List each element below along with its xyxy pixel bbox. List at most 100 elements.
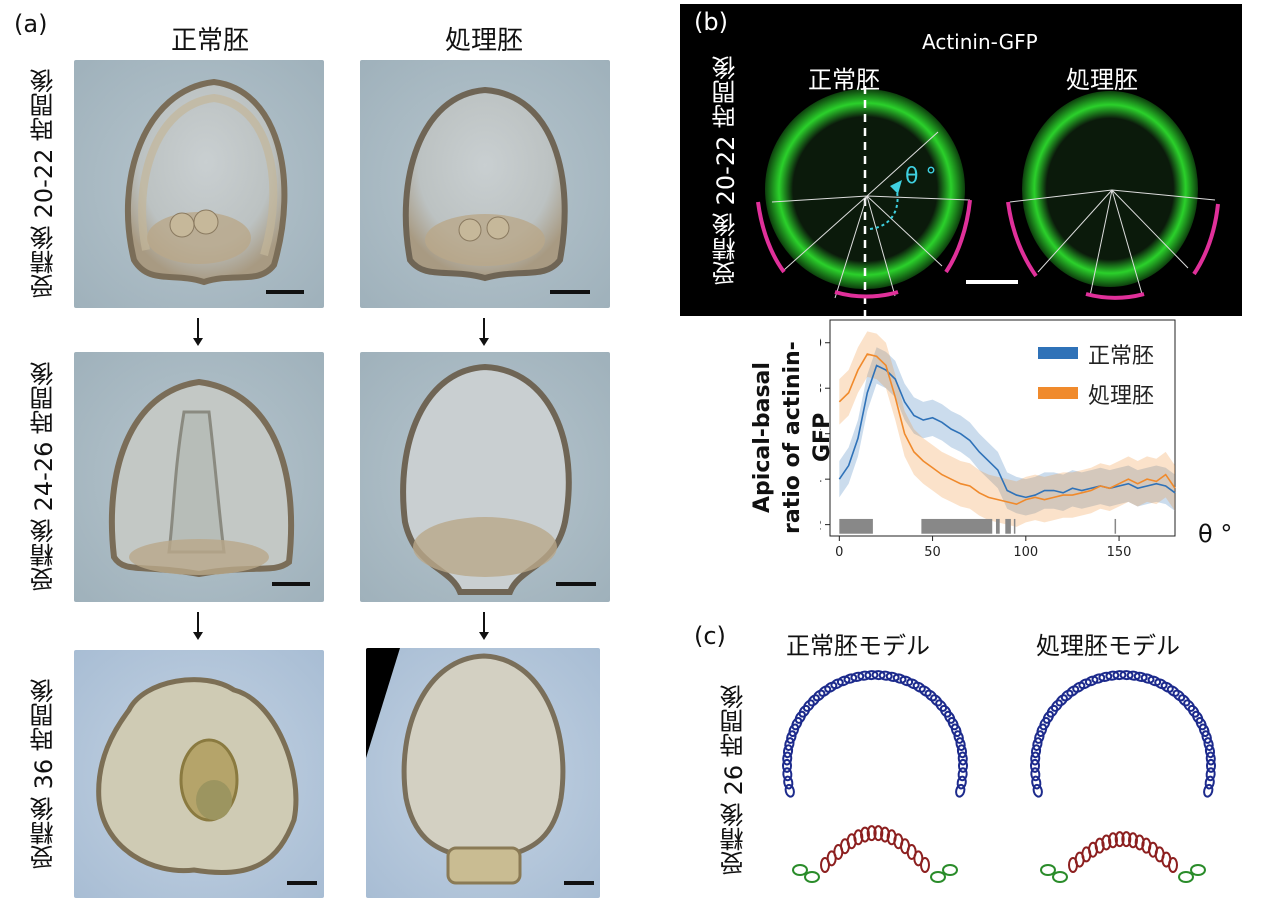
model-cell-apical bbox=[1032, 783, 1043, 798]
model-cell-apical bbox=[784, 783, 795, 798]
model-cell-apical bbox=[850, 671, 865, 682]
model-cell-apical bbox=[784, 737, 795, 751]
confidence-band-0 bbox=[839, 347, 1175, 516]
model-cell-side bbox=[1052, 871, 1068, 883]
micrograph-normal-36h bbox=[74, 650, 324, 898]
x-tick-label: 150 bbox=[1107, 545, 1132, 560]
model-cell-apical bbox=[1201, 730, 1212, 744]
model-cell-apical bbox=[955, 737, 966, 751]
model-cell-apical bbox=[955, 783, 966, 798]
panel-b-label: (b) bbox=[694, 8, 728, 36]
significance-bar bbox=[839, 518, 873, 534]
row-label-36h: 受精後 36 時間後 bbox=[30, 679, 58, 869]
model-cell-apical bbox=[1203, 737, 1214, 751]
model-cell-apical bbox=[1030, 751, 1041, 766]
model-cell-apical bbox=[843, 673, 858, 684]
model-cell-apical bbox=[1178, 694, 1191, 707]
model-cell-bottom bbox=[860, 826, 870, 843]
model-cell-apical bbox=[1105, 670, 1120, 681]
model-cell-apical bbox=[788, 723, 800, 737]
model-cell-apical bbox=[1140, 673, 1155, 684]
panel-c-row-label: 受精後 26 時間後 bbox=[720, 685, 748, 875]
model-cell-apical bbox=[906, 678, 920, 690]
model-cell-side bbox=[930, 871, 946, 883]
model-cell-apical bbox=[782, 751, 793, 766]
model-cell-apical bbox=[836, 675, 851, 687]
model-cell-apical bbox=[899, 675, 914, 687]
model-cell-apical bbox=[824, 681, 838, 693]
scale-bar bbox=[556, 582, 596, 586]
model-cell-apical bbox=[794, 710, 807, 724]
model-cell-apical bbox=[1187, 704, 1200, 718]
column-header-normal: 正常胚 bbox=[170, 26, 249, 56]
model-cell-apical bbox=[812, 689, 826, 702]
scale-bar bbox=[272, 582, 310, 586]
down-arrow-icon bbox=[193, 612, 203, 640]
y-tick-label: 1.2 bbox=[820, 519, 822, 534]
confidence-band-1 bbox=[839, 331, 1175, 527]
model-cell-apical bbox=[1204, 775, 1215, 790]
model-cell-bottom bbox=[866, 825, 877, 842]
series-line-0 bbox=[838, 364, 1176, 499]
significance-bar bbox=[921, 518, 993, 534]
model-cell-apical bbox=[1126, 670, 1141, 681]
model-cell-apical bbox=[1046, 704, 1059, 718]
model-cell-side bbox=[1178, 871, 1194, 883]
row-label-24-26h: 受精後 24-26 時間後 bbox=[30, 362, 58, 592]
model-cell-apical bbox=[953, 730, 964, 744]
model-cell-apical bbox=[935, 699, 948, 712]
model-cell-side bbox=[942, 864, 958, 876]
model-cell-apical bbox=[1091, 673, 1106, 684]
model-cell-apical bbox=[957, 751, 968, 766]
down-arrow-icon bbox=[479, 318, 489, 346]
model-cell-apical bbox=[1072, 681, 1086, 693]
model-cell-apical bbox=[783, 775, 794, 790]
model-cell-side bbox=[792, 864, 808, 876]
chart-ylabel: Apical-basal ratio of actinin-GFP bbox=[748, 330, 835, 545]
down-arrow-icon bbox=[193, 318, 203, 346]
x-tick-label: 50 bbox=[924, 545, 941, 560]
model-cell-apical bbox=[956, 775, 967, 790]
model-cell-apical bbox=[798, 704, 811, 718]
x-tick-label: 0 bbox=[835, 545, 843, 560]
scale-bar bbox=[287, 881, 317, 885]
model-cell-apical bbox=[1084, 675, 1099, 687]
model-cell-apical bbox=[1133, 671, 1148, 682]
model-cell-apical bbox=[807, 694, 820, 707]
model-cell-apical bbox=[892, 673, 907, 684]
fluorescence-image-panel bbox=[680, 4, 1242, 316]
chart-xlabel: θ ° bbox=[1198, 520, 1233, 548]
model-cell-apical bbox=[857, 670, 872, 681]
model-cell-apical bbox=[830, 678, 844, 690]
model-cell-apical bbox=[1112, 670, 1127, 681]
model-cell-bottom bbox=[1121, 831, 1132, 848]
model-cell-side bbox=[1190, 864, 1206, 876]
model-cell-apical bbox=[864, 670, 879, 681]
model-cell-apical bbox=[1042, 710, 1055, 724]
micrograph-treated-24-26h bbox=[360, 352, 610, 602]
panel-c-label: (c) bbox=[694, 622, 726, 650]
significance-bar bbox=[1005, 518, 1011, 534]
model-cell-apical bbox=[1191, 710, 1204, 724]
model-cell-apical bbox=[1160, 681, 1174, 693]
legend-label: 正常胚 bbox=[1088, 344, 1154, 369]
micrograph-treated-20-22h bbox=[360, 60, 610, 308]
model-cell-apical bbox=[1205, 758, 1216, 773]
panel-b-row-label: 受精後 20-22 時間後 bbox=[712, 56, 740, 286]
model-cell-apical bbox=[1030, 767, 1041, 782]
micrograph-treated-36h bbox=[366, 648, 600, 898]
normal-embryo-model-diagram bbox=[782, 670, 968, 883]
model-cell-apical bbox=[1030, 758, 1041, 773]
micrograph-normal-20-22h bbox=[74, 60, 324, 308]
legend-swatch bbox=[1038, 387, 1078, 399]
y-tick-label: 1.8 bbox=[820, 382, 822, 397]
scale-bar bbox=[564, 881, 594, 885]
y-tick-label: 2.0 bbox=[820, 337, 822, 352]
panel-b-normal-label: 正常胚 bbox=[808, 66, 880, 94]
row-label-20-22h: 受精後 20-22 時間後 bbox=[30, 69, 58, 299]
model-cell-apical bbox=[1098, 671, 1113, 682]
model-cell-apical bbox=[924, 689, 938, 702]
model-cell-apical bbox=[1030, 744, 1042, 759]
model-cell-bottom bbox=[1168, 857, 1178, 873]
